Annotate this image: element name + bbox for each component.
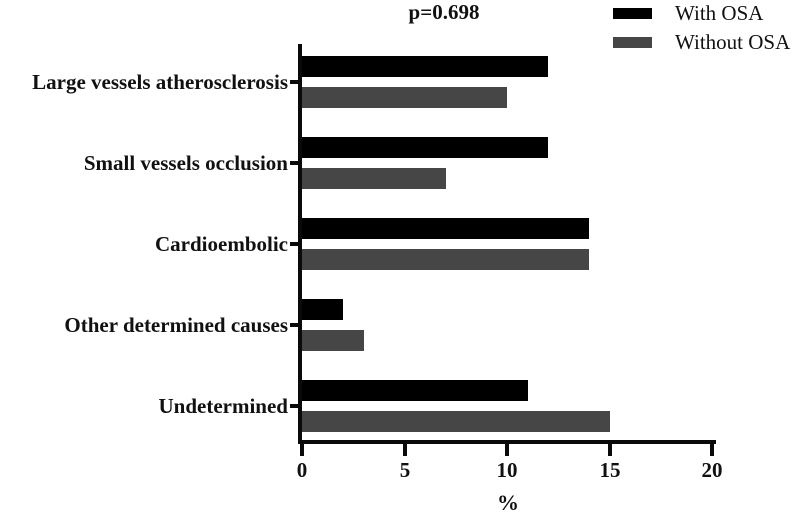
x-axis-tick-label: 5 [399,458,411,482]
legend-item: Without OSA [613,30,790,54]
legend-swatch-with-osa [613,7,652,19]
x-axis-tick [608,444,612,456]
category-tick [290,80,302,84]
bar-without-osa [302,87,507,108]
category-label: Small vessels occlusion [83,151,288,175]
x-axis-tick [505,444,509,456]
legend-swatch-without-osa [613,36,652,48]
bar-with-osa [302,218,589,239]
category-label: Large vessels atherosclerosis [32,70,288,94]
x-axis-tick [403,444,407,456]
bar-with-osa [302,137,548,158]
bar-with-osa [302,56,548,77]
legend: With OSA Without OSA [613,1,790,54]
x-axis-tick-label: 15 [599,458,621,482]
legend-label: Without OSA [675,30,791,54]
p-value-label: p=0.698 [408,0,480,24]
x-axis-tick-label: 10 [496,458,518,482]
category-tick [290,242,302,246]
x-axis-tick [300,444,304,456]
bar-without-osa [302,411,610,432]
category-tick [290,323,302,327]
category-label: Other determined causes [64,313,288,337]
x-axis-tick-label: 20 [701,458,723,482]
bar-with-osa [302,380,528,401]
bar-with-osa [302,299,343,320]
category-tick [290,161,302,165]
x-axis-tick-label: 0 [296,458,308,482]
category-label: Undetermined [158,394,289,418]
category-label: Cardioembolic [155,232,288,256]
bar-without-osa [302,330,364,351]
legend-item: With OSA [613,1,790,25]
legend-label: With OSA [675,1,764,25]
x-axis-label: % [497,490,519,515]
category-tick [290,404,302,408]
x-axis-tick [710,444,714,456]
x-axis-line [298,440,716,444]
bar-without-osa [302,168,446,189]
bar-without-osa [302,249,589,270]
